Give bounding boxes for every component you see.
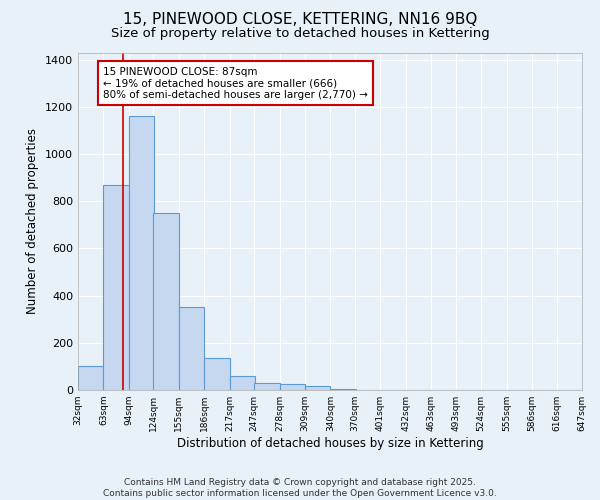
Bar [78, 366, 103, 390]
Bar [154, 213, 179, 390]
Text: Contains HM Land Registry data © Crown copyright and database right 2025.
Contai: Contains HM Land Registry data © Crown c… [103, 478, 497, 498]
Bar [204, 358, 230, 390]
Y-axis label: Number of detached properties: Number of detached properties [26, 128, 40, 314]
Bar [305, 386, 331, 390]
Bar [103, 184, 129, 390]
Text: 15 PINEWOOD CLOSE: 87sqm
← 19% of detached houses are smaller (666)
80% of semi-: 15 PINEWOOD CLOSE: 87sqm ← 19% of detach… [103, 66, 368, 100]
X-axis label: Distribution of detached houses by size in Kettering: Distribution of detached houses by size … [176, 437, 484, 450]
Bar [280, 384, 305, 390]
Text: Size of property relative to detached houses in Kettering: Size of property relative to detached ho… [110, 28, 490, 40]
Bar [254, 383, 280, 390]
Text: 15, PINEWOOD CLOSE, KETTERING, NN16 9BQ: 15, PINEWOOD CLOSE, KETTERING, NN16 9BQ [123, 12, 477, 28]
Bar [230, 376, 255, 390]
Bar [331, 389, 356, 390]
Bar [129, 116, 154, 390]
Bar [179, 308, 204, 390]
